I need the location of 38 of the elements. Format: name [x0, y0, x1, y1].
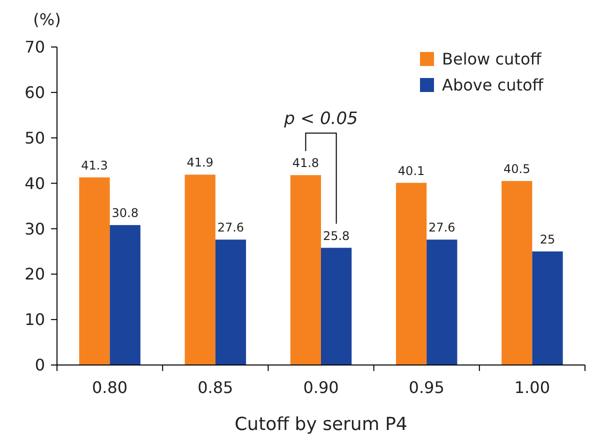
legend-label: Above cutoff — [442, 76, 544, 95]
data-label: 25.8 — [322, 228, 350, 243]
data-label: 41.8 — [292, 156, 320, 170]
annotation: p < 0.05 — [283, 109, 358, 130]
bar — [396, 182, 427, 365]
bar — [184, 174, 216, 365]
data-label: 41.9 — [186, 156, 214, 170]
data-label: 27.6 — [428, 220, 456, 235]
bar — [215, 240, 246, 365]
y-tick-label: 70 — [24, 38, 45, 57]
y-axis-title: (%) — [33, 10, 61, 29]
bar — [110, 225, 140, 365]
bar — [79, 177, 110, 365]
y-tick-label: 60 — [24, 83, 45, 102]
bar — [321, 248, 352, 365]
bar — [426, 240, 458, 365]
x-axis-title: Cutoff by serum P4 — [234, 414, 408, 435]
y-tick-label: 20 — [24, 264, 45, 284]
y-tick-label: 10 — [24, 310, 45, 330]
x-tick-label: 0.90 — [303, 378, 339, 397]
data-label: 25 — [540, 232, 556, 246]
data-label: 30.8 — [112, 206, 138, 220]
x-tick-label: 0.80 — [92, 378, 128, 397]
data-label: 40.5 — [504, 162, 530, 176]
data-label: 41.3 — [81, 158, 108, 172]
y-tick-label: 50 — [24, 128, 45, 148]
y-tick-label: 40 — [24, 174, 45, 193]
data-label: 27.6 — [217, 220, 244, 235]
x-tick-label: 1.00 — [514, 378, 550, 397]
y-tick-label: 30 — [24, 219, 45, 238]
bar — [290, 175, 321, 365]
data-label: 40.1 — [398, 164, 425, 178]
bar — [532, 251, 563, 365]
bar — [502, 181, 532, 365]
x-tick-label: 0.95 — [408, 378, 444, 397]
y-tick-label: 0 — [34, 356, 45, 375]
x-tick-label: 0.85 — [198, 378, 234, 397]
legend-label: Below cutoff — [442, 50, 542, 69]
